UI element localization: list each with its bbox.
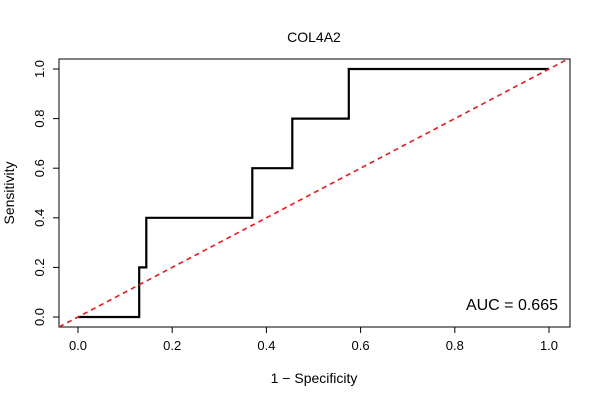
- y-tick-label: 0.4: [32, 209, 47, 227]
- x-tick-label: 0.0: [69, 338, 87, 353]
- reference-diagonal-line: [59, 59, 569, 327]
- auc-annotation: AUC = 0.665: [466, 297, 558, 314]
- y-tick-label: 0.0: [32, 308, 47, 326]
- roc-curve-line: [78, 67, 549, 319]
- x-axis-label: 1 − Specificity: [271, 370, 358, 386]
- x-tick-label: 1.0: [540, 338, 558, 353]
- x-tick-label: 0.8: [446, 338, 464, 353]
- y-axis-label: Sensitivity: [1, 161, 17, 224]
- x-tick-label: 0.4: [257, 338, 275, 353]
- plot-frame: [58, 58, 571, 328]
- chart-title: COL4A2: [287, 29, 341, 45]
- x-tick-label: 0.2: [163, 338, 181, 353]
- plot-layer: 0.0 0.2 0.4 0.6 0.8 1.0 0.0 0.2 0.4 0.6 0.8 1.0: [32, 58, 571, 353]
- x-tick-label: 0.6: [352, 338, 370, 353]
- y-tick-label: 0.8: [32, 110, 47, 128]
- y-tick-label: 1.0: [32, 60, 47, 78]
- y-tick-label: 0.6: [32, 159, 47, 177]
- y-tick-label: 0.2: [32, 258, 47, 276]
